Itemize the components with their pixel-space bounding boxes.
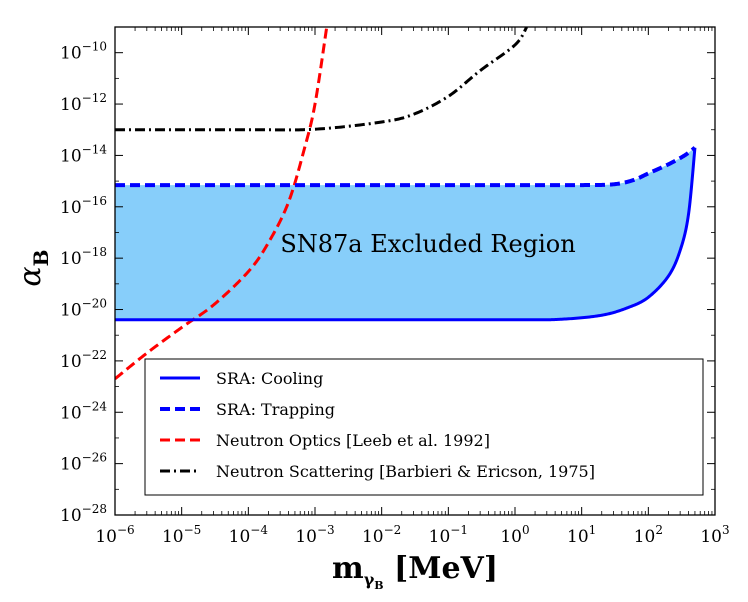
legend-frame bbox=[144, 358, 704, 496]
y-tick-label: 10−14 bbox=[60, 142, 107, 166]
y-tick-exp: −18 bbox=[82, 245, 107, 259]
y-tick-base: 10 bbox=[60, 301, 82, 321]
x-tick-base: 10 bbox=[700, 527, 722, 547]
y-tick-label: 10−26 bbox=[60, 451, 107, 475]
legend-label-0: SRA: Cooling bbox=[216, 369, 323, 388]
plot-area: SN87a Excluded Region 10−6 10−5 10−4 10−3 10… bbox=[60, 26, 730, 547]
x-tick-label: 103 bbox=[700, 523, 729, 547]
legend-label-3: Neutron Scattering [Barbieri & Ericson, … bbox=[216, 462, 595, 481]
y-tick-label: 10−18 bbox=[60, 245, 107, 269]
x-tick-base: 10 bbox=[429, 527, 451, 547]
x-tick-exp: 3 bbox=[722, 523, 730, 537]
y-axis-title: αB bbox=[13, 249, 53, 286]
y-axis-title-sub: B bbox=[29, 249, 53, 266]
y-tick-base: 10 bbox=[60, 198, 82, 218]
x-tick-label: 10−3 bbox=[295, 523, 334, 547]
legend-label-1: SRA: Trapping bbox=[216, 400, 335, 419]
y-tick-exp: −12 bbox=[82, 91, 107, 105]
x-tick-label: 101 bbox=[567, 523, 596, 547]
y-tick-label: 10−24 bbox=[60, 399, 107, 423]
y-tick-exp: −24 bbox=[82, 399, 108, 413]
x-tick-exp: −5 bbox=[184, 523, 202, 537]
y-tick-base: 10 bbox=[60, 403, 82, 423]
x-tick-exp: −4 bbox=[250, 523, 268, 537]
x-tick-base: 10 bbox=[362, 527, 384, 547]
x-tick-base: 10 bbox=[295, 527, 317, 547]
x-tick-base: 10 bbox=[162, 527, 184, 547]
x-tick-exp: −1 bbox=[450, 523, 468, 537]
x-tick-label: 10−4 bbox=[229, 523, 269, 547]
y-tick-exp: −20 bbox=[82, 297, 107, 311]
y-axis-title-main: α bbox=[13, 266, 48, 286]
x-axis-title-unit: [MeV] bbox=[384, 551, 498, 586]
series-layer bbox=[115, 27, 697, 381]
x-tick-label: 10−5 bbox=[162, 523, 201, 547]
y-tick-exp: −26 bbox=[82, 451, 107, 465]
annotation-label: SN87a Excluded Region bbox=[280, 230, 575, 258]
x-tick-exp: −6 bbox=[117, 523, 135, 537]
x-axis-title-subsub: B bbox=[374, 579, 383, 592]
x-tick-base: 10 bbox=[634, 527, 656, 547]
y-tick-base: 10 bbox=[60, 455, 82, 475]
x-tick-exp: 2 bbox=[655, 523, 663, 537]
x-tick-exp: −2 bbox=[384, 523, 402, 537]
x-tick-base: 10 bbox=[229, 527, 251, 547]
y-tick-exp: −10 bbox=[82, 40, 107, 54]
x-tick-exp: 1 bbox=[589, 523, 597, 537]
y-tick-base: 10 bbox=[60, 95, 82, 115]
x-tick-label: 100 bbox=[500, 523, 529, 547]
y-tick-exp: −22 bbox=[82, 348, 107, 362]
y-tick-label: 10−10 bbox=[60, 40, 107, 64]
x-tick-label: 10−2 bbox=[362, 523, 401, 547]
ticks-layer: 10−6 10−5 10−4 10−3 10−2 10−1 100 101 102 10310−2… bbox=[60, 27, 730, 547]
y-tick-base: 10 bbox=[60, 249, 82, 269]
y-tick-exp: −28 bbox=[82, 502, 107, 516]
y-tick-exp: −14 bbox=[82, 142, 108, 156]
series-line-3 bbox=[115, 27, 529, 132]
y-tick-label: 10−22 bbox=[60, 348, 107, 372]
x-tick-exp: 0 bbox=[522, 523, 530, 537]
x-tick-base: 10 bbox=[567, 527, 589, 547]
legend: SRA: Cooling SRA: Trapping Neutron Optics … bbox=[144, 358, 704, 496]
plot-frame bbox=[114, 26, 716, 516]
series-line-0 bbox=[115, 147, 697, 322]
y-tick-label: 10−12 bbox=[60, 91, 107, 115]
x-tick-exp: −3 bbox=[317, 523, 335, 537]
y-tick-base: 10 bbox=[60, 506, 82, 526]
x-axis-title-sub: γ bbox=[364, 570, 375, 589]
x-tick-base: 10 bbox=[500, 527, 522, 547]
x-tick-label: 10−6 bbox=[95, 523, 134, 547]
x-axis-title: mγB [MeV] bbox=[332, 551, 498, 592]
x-tick-label: 10−1 bbox=[429, 523, 468, 547]
y-tick-exp: −16 bbox=[82, 194, 107, 208]
y-tick-base: 10 bbox=[60, 146, 82, 166]
y-tick-base: 10 bbox=[60, 44, 82, 64]
y-tick-base: 10 bbox=[60, 352, 82, 372]
series-line-1 bbox=[115, 146, 697, 188]
y-tick-label: 10−16 bbox=[60, 194, 107, 218]
x-tick-base: 10 bbox=[95, 527, 117, 547]
x-tick-label: 102 bbox=[634, 523, 663, 547]
x-axis-title-main: m bbox=[332, 551, 364, 586]
excluded-region bbox=[115, 147, 695, 320]
y-tick-label: 10−28 bbox=[60, 502, 107, 526]
y-tick-label: 10−20 bbox=[60, 297, 107, 321]
series-line-2 bbox=[115, 27, 329, 381]
legend-label-2: Neutron Optics [Leeb et al. 1992] bbox=[216, 431, 490, 450]
